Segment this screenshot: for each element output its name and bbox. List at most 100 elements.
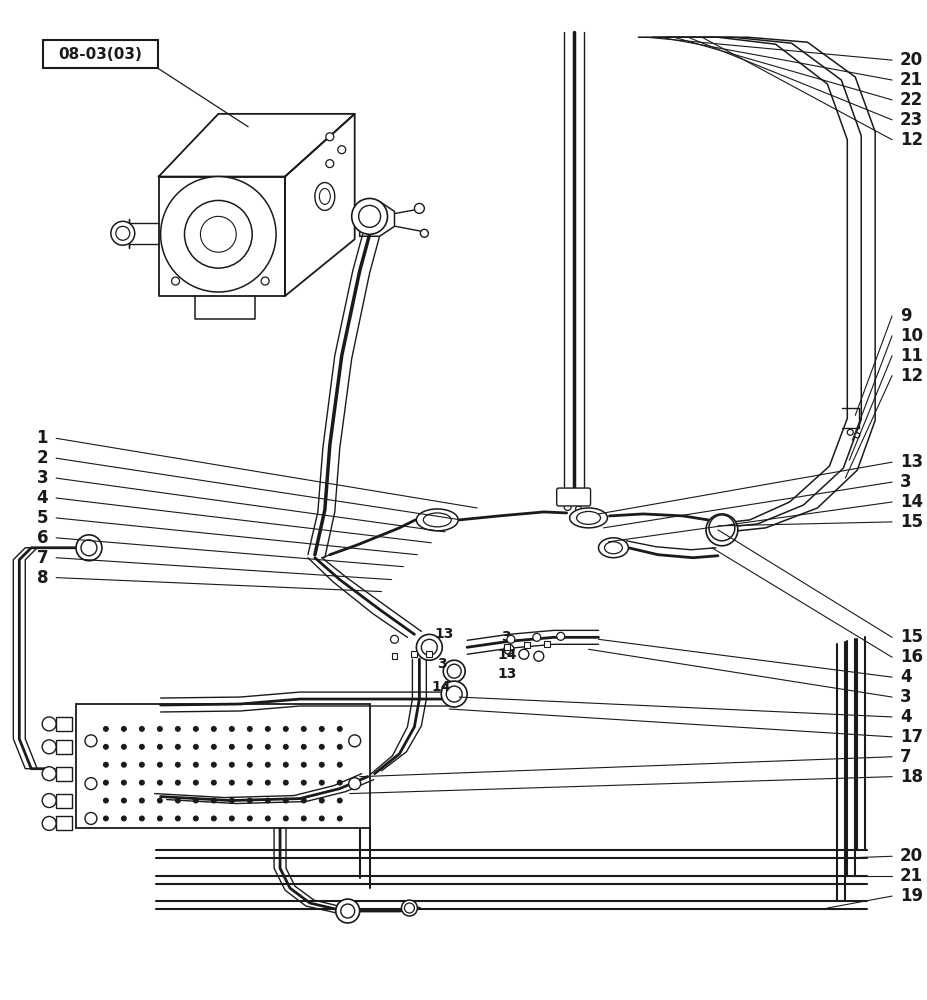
- Bar: [56, 717, 72, 731]
- Text: 18: 18: [899, 768, 922, 786]
- Circle shape: [336, 899, 360, 923]
- Circle shape: [158, 798, 162, 803]
- Circle shape: [139, 762, 145, 767]
- Circle shape: [160, 177, 275, 292]
- Circle shape: [503, 644, 514, 654]
- Circle shape: [283, 744, 288, 749]
- Circle shape: [211, 780, 216, 785]
- Circle shape: [229, 762, 234, 767]
- Text: 14: 14: [899, 493, 922, 511]
- Text: 3: 3: [899, 473, 910, 491]
- Circle shape: [301, 780, 306, 785]
- Circle shape: [229, 798, 234, 803]
- Circle shape: [193, 798, 198, 803]
- Text: 12: 12: [899, 131, 922, 149]
- Text: 11: 11: [899, 347, 922, 365]
- Text: 2: 2: [36, 449, 48, 467]
- Text: 6: 6: [37, 529, 48, 547]
- Circle shape: [301, 816, 306, 821]
- Circle shape: [319, 798, 324, 803]
- Circle shape: [349, 778, 361, 790]
- Circle shape: [846, 429, 852, 435]
- Circle shape: [564, 503, 570, 510]
- Text: 13: 13: [497, 667, 515, 681]
- Circle shape: [441, 681, 466, 707]
- Text: 9: 9: [899, 307, 910, 325]
- Circle shape: [121, 762, 126, 767]
- Circle shape: [533, 651, 543, 661]
- Circle shape: [175, 726, 180, 731]
- Text: 23: 23: [899, 111, 922, 129]
- Circle shape: [248, 780, 252, 785]
- Circle shape: [171, 277, 179, 285]
- Polygon shape: [285, 114, 354, 296]
- Text: 22: 22: [899, 91, 922, 109]
- Circle shape: [121, 798, 126, 803]
- Bar: [503, 644, 509, 650]
- Circle shape: [390, 635, 398, 643]
- Ellipse shape: [314, 183, 335, 210]
- Circle shape: [575, 506, 581, 512]
- Circle shape: [506, 635, 514, 643]
- Circle shape: [248, 744, 252, 749]
- Bar: [425, 651, 432, 657]
- Circle shape: [175, 762, 180, 767]
- Text: 21: 21: [899, 71, 922, 89]
- Text: 12: 12: [899, 367, 922, 385]
- Circle shape: [229, 780, 234, 785]
- Circle shape: [85, 735, 96, 747]
- Text: 13: 13: [434, 627, 453, 641]
- Circle shape: [42, 794, 56, 808]
- Circle shape: [265, 798, 270, 803]
- Circle shape: [301, 726, 306, 731]
- Text: 3: 3: [899, 688, 910, 706]
- Circle shape: [248, 798, 252, 803]
- Circle shape: [340, 904, 354, 918]
- Circle shape: [447, 664, 461, 678]
- Circle shape: [193, 744, 198, 749]
- FancyBboxPatch shape: [556, 488, 590, 506]
- Circle shape: [265, 816, 270, 821]
- Circle shape: [139, 780, 145, 785]
- Bar: [524, 642, 529, 648]
- Circle shape: [229, 744, 234, 749]
- Text: 7: 7: [899, 748, 910, 766]
- Circle shape: [121, 744, 126, 749]
- Text: 15: 15: [899, 628, 922, 646]
- Circle shape: [121, 780, 126, 785]
- Text: 7: 7: [36, 549, 48, 567]
- Text: 08-03(03): 08-03(03): [58, 47, 142, 62]
- Circle shape: [283, 762, 288, 767]
- Circle shape: [260, 277, 269, 285]
- Circle shape: [248, 762, 252, 767]
- Circle shape: [158, 726, 162, 731]
- Circle shape: [200, 216, 236, 252]
- Ellipse shape: [569, 508, 607, 528]
- Text: 14: 14: [497, 648, 516, 662]
- Text: 19: 19: [899, 887, 922, 905]
- Text: 15: 15: [899, 513, 922, 531]
- Circle shape: [319, 762, 324, 767]
- Polygon shape: [159, 177, 285, 296]
- Circle shape: [42, 740, 56, 754]
- Circle shape: [325, 160, 334, 168]
- Circle shape: [121, 816, 126, 821]
- Circle shape: [404, 903, 414, 913]
- Text: 14: 14: [431, 680, 451, 694]
- Text: 20: 20: [899, 51, 922, 69]
- Circle shape: [175, 798, 180, 803]
- Bar: [56, 740, 72, 754]
- Circle shape: [85, 812, 96, 824]
- Circle shape: [42, 717, 56, 731]
- Circle shape: [337, 744, 342, 749]
- Text: 13: 13: [899, 453, 922, 471]
- Circle shape: [193, 816, 198, 821]
- Ellipse shape: [576, 511, 600, 524]
- Circle shape: [712, 521, 730, 539]
- Circle shape: [193, 726, 198, 731]
- Circle shape: [158, 762, 162, 767]
- Text: 1: 1: [37, 429, 48, 447]
- Text: 5: 5: [37, 509, 48, 527]
- Bar: [44, 40, 158, 68]
- Bar: [56, 767, 72, 781]
